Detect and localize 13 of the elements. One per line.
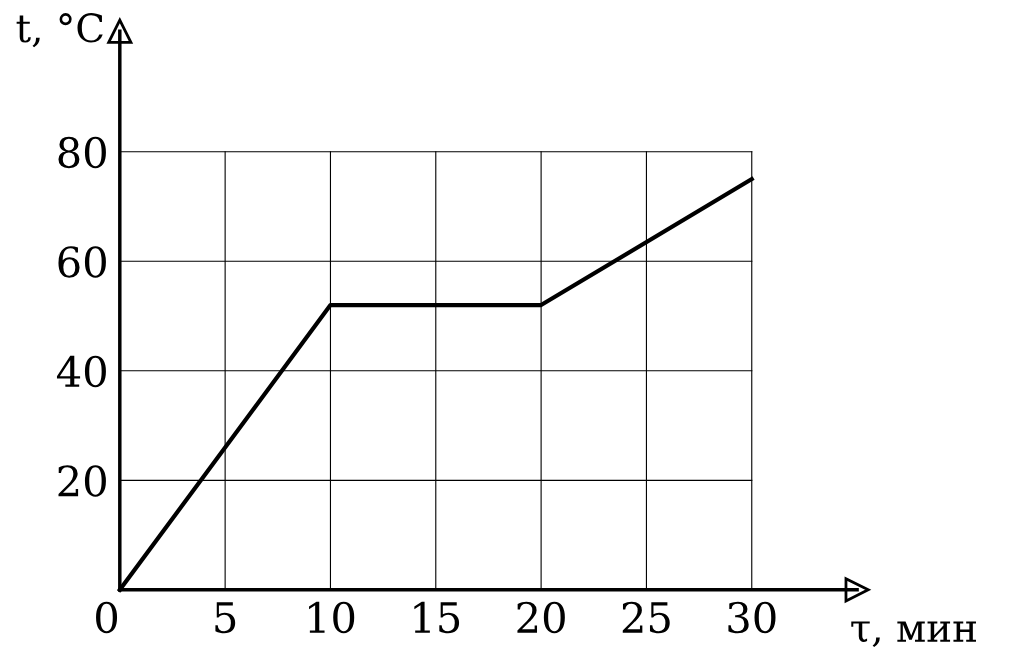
x-tick-label: 5 [215, 602, 236, 634]
x-tick-label: 15 [414, 601, 460, 634]
x-tick-label: 10 [309, 601, 355, 634]
y-tick-label: 20 [58, 465, 106, 497]
y-tick-label: 40 [56, 355, 106, 388]
x-tick-label: 20 [517, 601, 565, 634]
x-axis-title: τ, мин [851, 621, 976, 648]
x-tick-label: 0 [96, 601, 118, 634]
y-axis-title: t, °C [16, 13, 103, 48]
y-tick-label: 60 [58, 246, 106, 278]
y-tick-label: 80 [58, 136, 106, 169]
x-tick-label: 25 [622, 601, 670, 634]
x-tick-label: 30 [728, 601, 776, 634]
